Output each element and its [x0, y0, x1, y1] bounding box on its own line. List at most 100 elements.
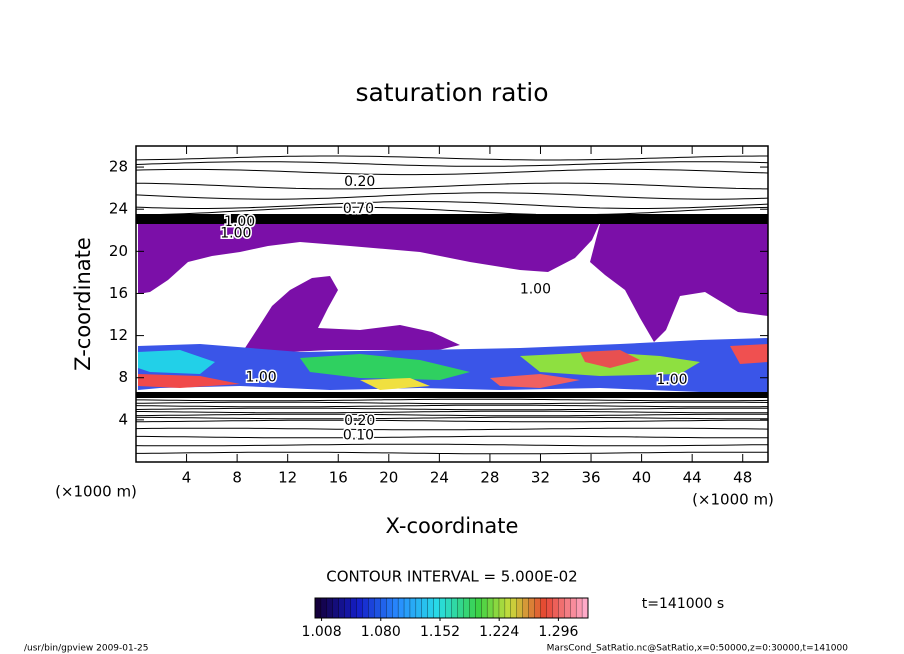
colorbar-cell — [314, 597, 322, 619]
colorbar-cell — [386, 597, 393, 619]
y-tick-label: 28 — [109, 158, 128, 176]
colorbar-cell — [374, 597, 381, 619]
colorbar-cell — [540, 597, 547, 619]
contour-line — [136, 451, 768, 455]
contour-label: 1.00 — [656, 372, 687, 388]
colorbar-cell — [546, 597, 553, 619]
contour-line — [136, 410, 769, 414]
x-tick-label: 20 — [379, 469, 398, 487]
colorbar-cell — [332, 597, 340, 619]
contour-label: 1.00 — [224, 214, 255, 230]
band — [138, 350, 215, 374]
colorbar-cell — [486, 597, 494, 619]
colorbar-cell — [356, 597, 363, 619]
band — [138, 374, 240, 388]
contour-line — [135, 182, 769, 190]
colorbar-cell — [469, 597, 476, 619]
colorbar-cell — [427, 597, 435, 619]
contour-label: 0.10 — [343, 428, 374, 444]
colorbar-cell — [439, 597, 447, 619]
contour-label: 0.70 — [343, 201, 374, 217]
contour-label: 0.20 — [344, 174, 375, 190]
band — [490, 374, 580, 388]
colorbar-cell — [516, 597, 524, 619]
colorbar-cell — [463, 597, 470, 619]
band — [730, 344, 768, 364]
colorbar-cell — [362, 597, 369, 619]
purple-region — [138, 222, 600, 294]
colorbar-cell — [344, 597, 352, 619]
footer-left: /usr/bin/gpview 2009-01-25 — [24, 644, 148, 654]
colorbar-cell — [558, 597, 565, 619]
y-axis-label: Z-coordinate — [71, 237, 95, 371]
contour-dense — [136, 392, 768, 398]
contour-line — [135, 407, 768, 411]
band — [580, 350, 640, 368]
contour-line — [136, 413, 768, 417]
colorbar-cell — [392, 597, 399, 619]
colorbar-frame — [314, 597, 589, 619]
colorbar-cell — [350, 597, 357, 619]
time-label: t=141000 s — [642, 596, 724, 612]
colorbar-cell — [534, 597, 541, 619]
x-tick-label: 32 — [531, 469, 550, 487]
contour-line — [135, 404, 769, 408]
contour-line — [136, 419, 768, 423]
contour-line — [136, 435, 768, 439]
colorbar-tick-label: 1.080 — [361, 624, 401, 640]
contour-label: 0.20 — [344, 413, 375, 429]
x-tick-label: 48 — [733, 469, 752, 487]
footer-right: MarsCond_SatRatio.nc@SatRatio,x=0:50000,… — [547, 644, 849, 654]
y-tick-label: 4 — [118, 410, 128, 428]
contour-label: 1.00 — [520, 281, 551, 297]
x-tick-label: 4 — [182, 469, 192, 487]
x-tick-label: 28 — [480, 469, 499, 487]
y-tick-label: 16 — [109, 284, 128, 302]
colorbar-cell — [522, 597, 530, 619]
contour-line — [135, 416, 768, 420]
y-unit: (×1000 m) — [55, 483, 137, 501]
colorbar-cell — [409, 597, 417, 619]
contour-line — [135, 168, 769, 176]
contour-dense — [136, 214, 768, 224]
purple-region — [245, 276, 460, 352]
colorbar-tick-label: 1.296 — [538, 624, 578, 640]
colorbar-cell — [504, 597, 512, 619]
contour-line — [135, 427, 769, 431]
colorbar-cell — [492, 597, 500, 619]
x-axis-label: X-coordinate — [386, 514, 519, 538]
plot-frame — [135, 145, 769, 463]
colorbar-cell — [338, 597, 346, 619]
y-tick-label: 24 — [109, 200, 128, 218]
x-tick-label: 36 — [581, 469, 600, 487]
colorbar-cell — [397, 597, 405, 619]
x-unit: (×1000 m) — [692, 491, 774, 509]
contour-line — [135, 201, 769, 209]
contour-line — [135, 443, 768, 447]
colorbar-cell — [326, 597, 334, 619]
contour-line — [135, 155, 768, 161]
colorbar-cell — [528, 597, 536, 619]
colorbar-tick-label: 1.008 — [302, 624, 342, 640]
purple-region — [590, 224, 768, 342]
x-tick-label: 16 — [329, 469, 348, 487]
colorbar-cell — [581, 597, 589, 619]
colorbar-cell — [445, 597, 452, 619]
colorbar-tick-label: 1.152 — [420, 624, 460, 640]
colorbar-cell — [475, 597, 482, 619]
x-tick-label: 44 — [683, 469, 702, 487]
contour-label: 1.00 — [220, 225, 251, 241]
colorbar-cell — [564, 597, 571, 619]
colorbar-cell — [451, 597, 458, 619]
contour-line — [135, 206, 769, 216]
colorbar-cell — [403, 597, 411, 619]
band — [360, 378, 430, 390]
colorbar-cell — [368, 597, 375, 619]
contour-label: 1.00 — [246, 370, 277, 386]
band — [300, 354, 470, 380]
x-tick-label: 40 — [632, 469, 651, 487]
contour-line — [135, 161, 769, 167]
contour-line — [135, 192, 769, 200]
colorbar-cell — [457, 597, 464, 619]
